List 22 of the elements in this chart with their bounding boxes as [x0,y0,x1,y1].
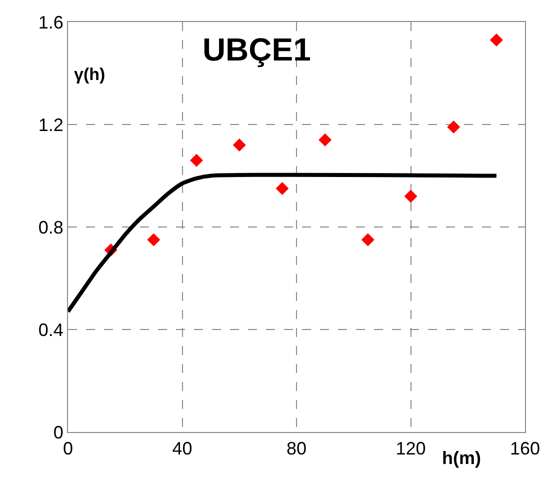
y-tick-label: 0.8 [38,217,64,238]
point [276,182,289,196]
x-tick-label: 40 [172,438,192,459]
point [318,133,332,146]
x-tick-label: 80 [286,438,307,459]
x-tick-label: 160 [510,438,540,459]
chart-title: UBÇE1 [202,32,311,68]
y-tick-label: 1.6 [38,12,64,32]
x-axis-title: h(m) [442,448,481,468]
y-tick-label: 0.4 [38,320,64,340]
y-tick-label: 1.2 [38,114,64,135]
y-axis-title: γ(h) [74,65,106,84]
line-series [68,172,498,314]
point [361,233,374,246]
point [147,233,160,246]
point [190,154,204,167]
point [404,190,418,203]
point [447,120,460,134]
point [232,138,246,152]
y-tick-label: 0 [53,422,64,442]
x-tick-label: 120 [396,438,426,459]
point [490,33,503,46]
